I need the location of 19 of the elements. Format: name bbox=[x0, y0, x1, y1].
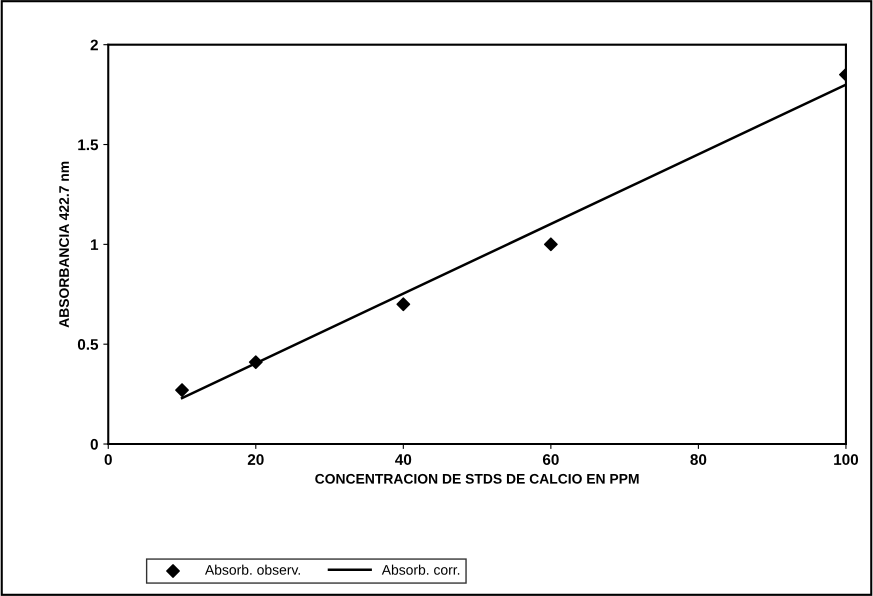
x-tick-label: 80 bbox=[690, 454, 706, 465]
y-tick-label: 0.5 bbox=[78, 339, 98, 350]
y-tick-label: 2 bbox=[90, 40, 98, 50]
point bbox=[248, 355, 263, 370]
y-axis-title: ABSORBANCIA 422.7 nm bbox=[59, 162, 69, 328]
y-tick-label: 1 bbox=[90, 239, 98, 250]
legend-label: Absorb. corr. bbox=[382, 564, 460, 575]
x-tick-label: 40 bbox=[395, 454, 412, 465]
x-tick-label: 60 bbox=[542, 454, 559, 465]
legend-label: Absorb. observ. bbox=[204, 564, 300, 575]
x-tick-label: 0 bbox=[104, 454, 112, 465]
point bbox=[175, 383, 189, 398]
point bbox=[544, 237, 558, 252]
x-tick-label: 20 bbox=[248, 454, 264, 465]
x-axis-title: CONCENTRACION DE STDS DE CALCIO EN PPM bbox=[315, 474, 639, 484]
x-tick-label: 100 bbox=[834, 454, 858, 465]
y-tick-label: 0 bbox=[90, 438, 98, 450]
y-tick-label: 1.5 bbox=[78, 140, 98, 150]
point bbox=[396, 297, 410, 312]
